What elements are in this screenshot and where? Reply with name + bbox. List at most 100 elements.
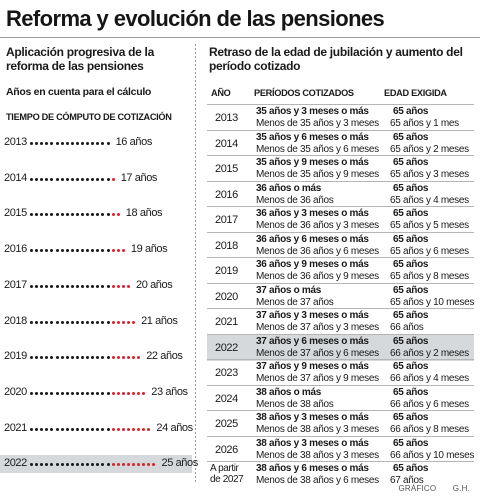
dot-year <box>86 177 90 181</box>
period-less: Menos de 38 años y 3 meses <box>256 424 379 435</box>
dot-added-year <box>152 463 156 467</box>
dot-year <box>35 284 39 288</box>
dot-year <box>65 213 69 217</box>
age-less: 65 años y 6 meses <box>390 245 469 257</box>
left-row-year: 2022 <box>4 457 27 470</box>
age-required: 65 años <box>393 284 429 296</box>
table-row-year: 2026 <box>215 443 238 456</box>
dot-year <box>91 356 95 360</box>
dot-year <box>45 142 49 145</box>
table-row: 2017 36 años y 3 meses o más Menos de 36 a… <box>207 207 474 233</box>
row-separator <box>207 155 474 156</box>
period-required: 38 años o más <box>256 386 322 398</box>
dot-year <box>40 284 44 288</box>
age-required: 65 años <box>393 157 429 168</box>
age-less: 65 años y 1 mes <box>390 118 459 129</box>
dot-year <box>55 284 59 288</box>
dot-year <box>106 177 110 181</box>
left-row-value: 23 años <box>151 385 188 398</box>
dot-year <box>55 427 59 431</box>
dot-year <box>106 249 110 253</box>
dot-year <box>65 284 69 288</box>
dot-year <box>91 142 95 145</box>
footer-author: G.H. <box>452 484 470 493</box>
left-subtitle: Años en cuenta para el cálculo <box>6 86 152 98</box>
dot-year <box>96 320 100 324</box>
dot-year <box>81 391 84 395</box>
dot-year <box>75 249 79 253</box>
dot-year <box>65 177 69 181</box>
period-required: 35 años y 3 meses o más <box>256 106 369 117</box>
dot-added-year <box>126 356 130 360</box>
dot-year <box>86 284 90 288</box>
dot-year <box>65 249 69 253</box>
table-row-year: 2020 <box>215 290 238 303</box>
age-less: 65 años y 3 meses <box>390 169 469 180</box>
dot-added-year <box>137 463 141 467</box>
row-separator <box>207 129 474 131</box>
dot-year <box>75 284 79 288</box>
period-less: Menos de 38 años y 6 meses <box>256 475 379 486</box>
period-required: 35 años y 9 meses o más <box>256 157 369 168</box>
table-row: 2015 35 años y 9 meses o más Menos de 35 a… <box>207 156 474 182</box>
table-row-year: 2025 <box>215 418 238 430</box>
dot-added-year <box>121 320 125 324</box>
period-less: Menos de 38 años <box>256 398 334 410</box>
dot-year <box>30 463 33 467</box>
dot-year <box>81 284 84 288</box>
dot-added-year <box>111 213 115 217</box>
dot-year <box>40 142 44 145</box>
dot-year <box>91 213 95 217</box>
dot-year <box>35 249 39 253</box>
column-divider <box>195 44 196 484</box>
left-row-value: 17 años <box>120 171 158 184</box>
dot-year <box>55 356 59 360</box>
dot-added-year <box>111 463 115 467</box>
period-required: 37 años o más <box>256 284 322 296</box>
table-row: 2026 38 años y 3 meses o más Menos de 38 a… <box>207 437 474 463</box>
dot-year <box>30 427 33 431</box>
dot-year <box>70 213 74 217</box>
dot-year <box>30 213 33 217</box>
left-row: 2016 19 años <box>0 241 192 259</box>
table-row-year: 2018 <box>215 239 238 252</box>
dot-year <box>101 356 105 360</box>
dot-year <box>60 284 64 288</box>
dot-year <box>40 213 44 217</box>
dot-added-year <box>132 463 135 467</box>
age-less: 65 años y 2 meses <box>390 143 469 155</box>
dot-added-year <box>137 427 141 431</box>
dot-added-year <box>142 391 146 395</box>
period-required: 37 años y 3 meses o más <box>256 310 369 321</box>
age-less: 66 años y 4 meses <box>390 373 469 384</box>
dot-year <box>35 213 39 217</box>
dot-year <box>35 427 39 431</box>
dot-year <box>70 177 74 181</box>
dot-year <box>75 177 79 181</box>
table-row: A partir de 2027 38 años y 6 meses o más M… <box>207 462 474 488</box>
dot-added-year <box>121 284 125 288</box>
column-header-periods: PERÍODOS COTIZADOS <box>254 88 354 98</box>
age-required: 65 años <box>393 412 429 423</box>
left-heading: Aplicación progresiva de la reforma de l… <box>6 45 154 73</box>
dot-year <box>81 142 84 145</box>
left-row-value: 18 años <box>125 207 163 220</box>
age-less: 65 años y 5 meses <box>390 220 469 231</box>
dot-year <box>30 320 33 324</box>
period-required: 38 años y 3 meses o más <box>256 412 369 423</box>
left-row: 2020 23 años <box>0 384 192 402</box>
left-row-year: 2015 <box>4 207 27 220</box>
dot-added-year <box>121 463 125 467</box>
dot-added-year <box>132 391 135 395</box>
left-row-year: 2020 <box>4 385 27 398</box>
dot-year <box>40 249 44 253</box>
left-row-value: 21 años <box>141 314 178 327</box>
table-row-year: 2013 <box>215 112 238 124</box>
dot-year <box>35 356 39 360</box>
dot-year <box>30 391 33 395</box>
dot-year <box>45 213 49 217</box>
dot-year <box>86 249 90 253</box>
dot-year <box>50 284 54 288</box>
period-required: 37 años y 9 meses o más <box>256 361 369 372</box>
dot-year <box>35 463 39 467</box>
